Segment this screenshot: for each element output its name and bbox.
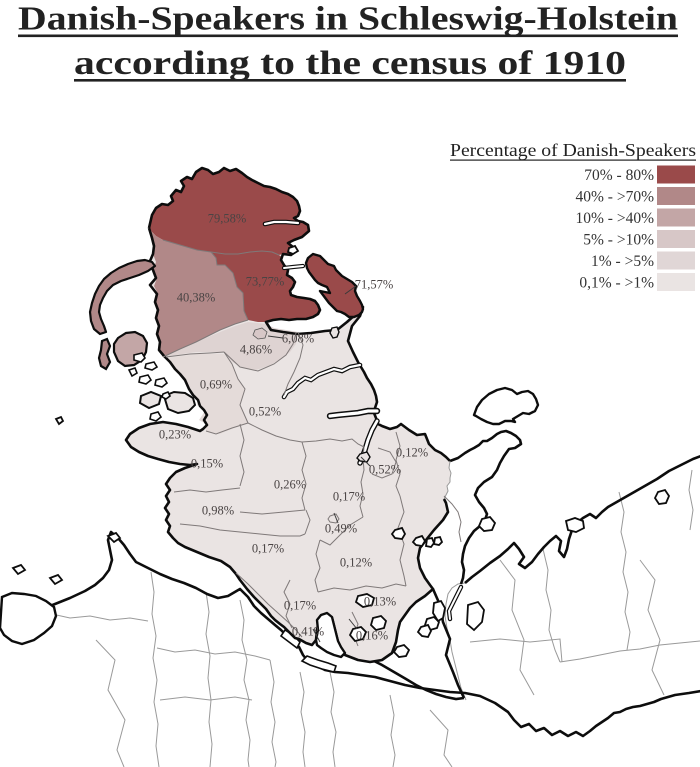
svg-text:0,15%: 0,15% <box>191 457 223 471</box>
svg-text:70% - 80%: 70% - 80% <box>584 167 654 184</box>
svg-text:40% - >70%: 40% - >70% <box>576 189 655 206</box>
svg-text:0,13%: 0,13% <box>364 595 396 609</box>
svg-text:71,57%: 71,57% <box>355 278 394 292</box>
svg-text:73,77%: 73,77% <box>246 275 285 289</box>
svg-text:0,12%: 0,12% <box>340 556 372 570</box>
svg-text:Percentage of Danish-Speakers: Percentage of Danish-Speakers <box>450 140 696 160</box>
svg-text:79,58%: 79,58% <box>208 212 247 226</box>
svg-text:1% - >5%: 1% - >5% <box>591 253 654 270</box>
svg-text:0,52%: 0,52% <box>249 405 281 419</box>
svg-text:0,23%: 0,23% <box>159 428 191 442</box>
svg-text:0,52%: 0,52% <box>369 463 401 477</box>
svg-text:5% - >10%: 5% - >10% <box>583 232 654 249</box>
svg-text:0,12%: 0,12% <box>396 446 428 460</box>
svg-text:0,41%: 0,41% <box>292 625 324 639</box>
svg-text:0,17%: 0,17% <box>252 542 284 556</box>
svg-text:6,08%: 6,08% <box>282 332 314 346</box>
svg-text:according to the census of 191: according to the census of 1910 <box>74 45 626 82</box>
svg-text:0,69%: 0,69% <box>200 378 232 392</box>
svg-text:40,38%: 40,38% <box>177 291 216 305</box>
svg-text:10% - >40%: 10% - >40% <box>576 210 655 227</box>
svg-text:0,17%: 0,17% <box>333 490 365 504</box>
svg-text:0,26%: 0,26% <box>274 478 306 492</box>
svg-text:Danish-Speakers in Schleswig-H: Danish-Speakers in Schleswig-Holstein <box>18 1 678 38</box>
svg-text:0,98%: 0,98% <box>202 504 234 518</box>
svg-text:0,17%: 0,17% <box>284 599 316 613</box>
svg-text:0,1% - >1%: 0,1% - >1% <box>579 275 654 292</box>
svg-text:4,86%: 4,86% <box>240 343 272 357</box>
svg-text:0,16%: 0,16% <box>356 629 388 643</box>
svg-text:0,49%: 0,49% <box>325 522 357 536</box>
